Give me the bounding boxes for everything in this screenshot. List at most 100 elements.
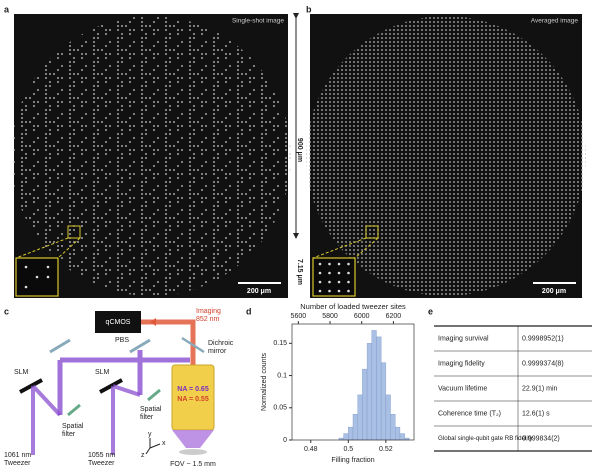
bar: [399, 433, 405, 441]
axis-label: z: [141, 452, 145, 459]
pbs-label: PBS: [115, 337, 129, 344]
y-tick-label: 0.1: [277, 372, 287, 379]
slm-label: SLM: [95, 369, 110, 376]
imaging-label: Imaging: [196, 308, 221, 315]
y-axis-label: Normalized counts: [261, 353, 268, 411]
atom: [347, 271, 350, 275]
atom: [328, 280, 331, 284]
na-label: NA = 0.55: [177, 396, 209, 403]
table-cell: 22.9(1) min: [522, 385, 558, 392]
laser-label: 1055 nm: [88, 452, 115, 459]
zoom-line: [312, 237, 367, 259]
table-cell: 0.999834(2): [522, 435, 560, 442]
atom: [318, 289, 322, 293]
x-axis-label: Filling fraction: [331, 457, 374, 464]
x2-tick-label: 6000: [354, 313, 370, 320]
atom: [337, 271, 341, 275]
bar: [376, 336, 382, 441]
zoom-line: [15, 237, 69, 259]
atom: [337, 262, 341, 266]
fov-label: FOV ~ 1.5 mm: [170, 461, 216, 468]
laser-label: 1061 nm: [4, 452, 31, 459]
zoom-box: [365, 225, 379, 239]
panel-label: c: [4, 306, 9, 316]
spacing-label: 7.15 μm: [296, 259, 303, 285]
x-tick-label: 0.48: [304, 446, 318, 453]
scale-bar-label: 200 μm: [542, 288, 566, 295]
scale-bar-label: 200 μm: [247, 288, 271, 295]
table-cell: Coherence time (T₂): [438, 410, 501, 417]
image-caption: Single-shot image: [232, 18, 284, 25]
atom: [347, 262, 350, 266]
y-tick-label: 0.15: [273, 340, 287, 347]
atom-image: [11, 16, 291, 296]
dimension-label: 900 μm: [296, 138, 303, 162]
table-cell: 12.6(1) s: [522, 410, 550, 417]
atom: [347, 289, 350, 293]
na-label: NA = 0.65: [177, 386, 209, 393]
zoom-box: [67, 225, 81, 239]
panel-label: d: [246, 306, 252, 316]
panel-label: b: [306, 4, 312, 14]
bar: [371, 330, 377, 441]
atom: [328, 262, 331, 266]
axis-label: y: [148, 431, 152, 438]
imaging-label: 852 nm: [196, 316, 220, 323]
table-cell: Imaging survival: [438, 335, 489, 342]
plot-frame: [291, 323, 415, 441]
bar: [380, 362, 387, 441]
y-tick-label: 0: [283, 437, 287, 444]
filter-label: Spatial: [62, 423, 84, 430]
histogram: 0.48 0.5 0.52 5600 5800 6000 6200 0 0.05 0.1 0.15 F…: [261, 302, 415, 464]
table-cell: 0.9999374(8): [522, 360, 564, 367]
table: Imaging survival 0.9998952(1) Imaging fide…: [434, 325, 592, 452]
atom: [318, 262, 322, 266]
filter-label: filter: [140, 414, 154, 421]
bar: [366, 343, 372, 441]
table-cell: Vacuum lifetime: [438, 385, 487, 392]
slm-label: SLM: [14, 369, 29, 376]
bar: [395, 426, 401, 441]
atom: [318, 280, 322, 284]
table-cell: 0.9998952(1): [522, 335, 564, 342]
laser-label: Tweezer: [4, 460, 31, 467]
inset-atoms: [24, 265, 50, 289]
bar: [390, 414, 396, 441]
x2-tick-label: 5600: [291, 313, 307, 320]
inset-atoms: [318, 262, 350, 293]
bar: [357, 394, 363, 441]
image-caption: Averaged image: [531, 18, 579, 25]
axis-label: x: [162, 440, 166, 447]
dichroic-label: Dichroic: [208, 340, 234, 347]
atom: [347, 280, 350, 284]
bar: [348, 426, 354, 441]
x2-tick-label: 6200: [386, 313, 402, 320]
atom: [328, 289, 331, 293]
x2-axis-label: Number of loaded tweezer sites: [300, 302, 406, 311]
atom: [328, 271, 331, 275]
setup-diagram: qCMOS Imaging 852 nm Dichroic mirror PBS…: [4, 308, 234, 468]
bar: [362, 368, 368, 441]
atom: [337, 280, 341, 284]
table-cell: Global single-qubit gate RB fidelity: [438, 435, 533, 442]
dichroic-label: mirror: [208, 348, 227, 355]
filter-label: Spatial: [140, 406, 162, 413]
y-tick-label: 0.05: [273, 405, 287, 412]
table-cell: Imaging fidelity: [438, 360, 485, 367]
atom-image: [306, 16, 586, 296]
bar: [343, 433, 349, 441]
panel-label: a: [4, 4, 10, 14]
bar: [385, 394, 391, 441]
laser-label: Tweezer: [88, 460, 115, 467]
panel-label: e: [428, 306, 433, 316]
atom: [337, 289, 341, 293]
bar: [352, 414, 358, 441]
x-tick-label: 0.52: [379, 446, 393, 453]
camera-label: qCMOS: [106, 319, 131, 326]
x2-tick-label: 5800: [322, 313, 338, 320]
filter-label: filter: [62, 431, 76, 438]
zoom-line: [354, 237, 379, 259]
atom: [318, 271, 322, 275]
x-tick-label: 0.5: [343, 446, 353, 453]
